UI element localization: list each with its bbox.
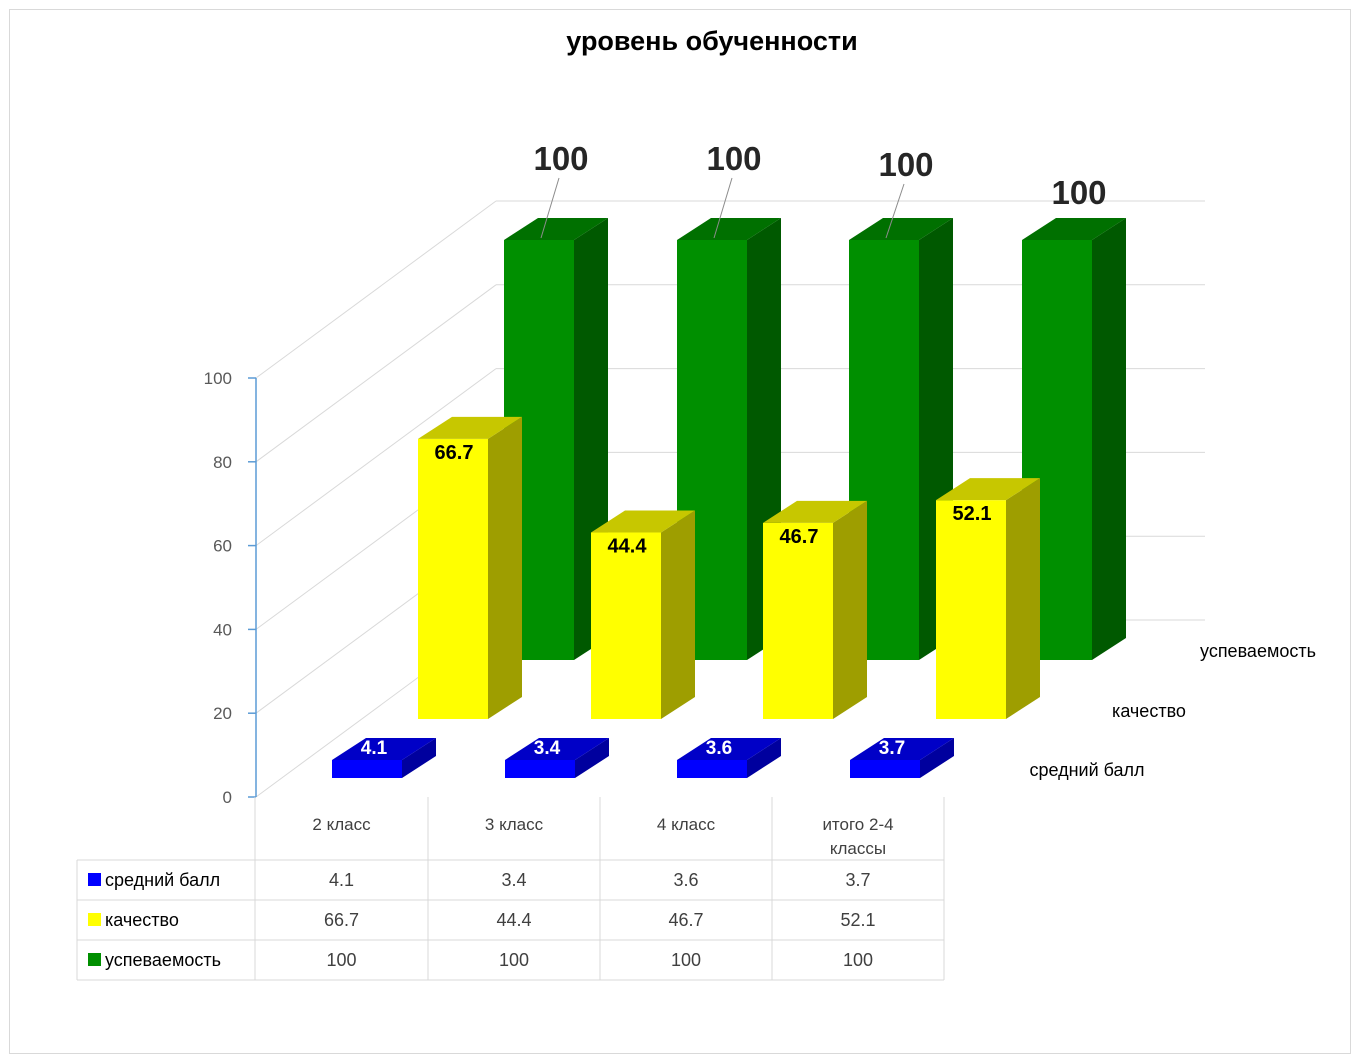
data-label: 100	[878, 146, 933, 183]
bar-top	[677, 218, 781, 240]
bar-front	[936, 500, 1006, 719]
bar: 52.1	[936, 478, 1040, 719]
depth-axis-label: качество	[1112, 701, 1186, 721]
y-tick-label: 20	[213, 704, 232, 723]
bar: 44.4	[591, 510, 695, 719]
y-tick-label: 0	[223, 788, 232, 807]
data-label: 44.4	[608, 536, 648, 558]
bar-top	[1022, 218, 1126, 240]
bar-front	[418, 438, 488, 719]
table-row-label: средний балл	[105, 870, 220, 890]
bar-side	[402, 738, 436, 778]
bar: 46.7	[763, 500, 867, 719]
bar-side	[1092, 218, 1126, 660]
side-gridline	[255, 368, 497, 547]
table-cell: 4.1	[329, 870, 354, 890]
bar-front	[505, 760, 575, 778]
bar-top	[763, 500, 867, 523]
leader-line	[713, 177, 733, 239]
bar-top	[505, 738, 609, 760]
x-category-label: итого 2-4	[822, 815, 893, 834]
table-cell: 100	[326, 950, 356, 970]
data-label: 100	[1051, 174, 1106, 211]
table-cell: 52.1	[840, 910, 875, 930]
y-tick-label: 60	[213, 537, 232, 556]
plot-area: 100 100 100 100 66.7 44.4 46.7 52.1 4.1 3.4 3.6 3.7…	[332, 140, 1316, 780]
data-label: 4.1	[361, 738, 388, 759]
y-tick-label: 80	[213, 453, 232, 472]
bar-side	[1006, 478, 1040, 719]
data-label: 66.7	[435, 442, 474, 464]
bar: 3.7	[850, 738, 954, 778]
data-label: 100	[706, 140, 761, 177]
x-category-label: 3 класс	[485, 815, 544, 834]
table-row-label: успеваемость	[105, 950, 221, 970]
data-label: 52.1	[953, 503, 992, 525]
table-cell: 3.6	[673, 870, 698, 890]
table-cell: 100	[843, 950, 873, 970]
bar-top	[849, 218, 953, 240]
bar: 4.1	[332, 738, 436, 778]
bar: 3.6	[677, 738, 781, 778]
bar-side	[747, 738, 781, 778]
side-gridline	[255, 284, 497, 463]
table-row-label: качество	[105, 910, 179, 930]
legend-key	[88, 913, 101, 926]
bar-side	[575, 738, 609, 778]
bar-top	[850, 738, 954, 760]
bar-top	[418, 416, 522, 439]
y-axis: 0 20 40 60 80 100	[204, 369, 257, 807]
table-cell: 46.7	[668, 910, 703, 930]
bar-top	[677, 738, 781, 760]
depth-axis-label: успеваемость	[1200, 641, 1316, 661]
table-cell: 3.7	[845, 870, 870, 890]
y-tick-label: 40	[213, 620, 232, 639]
legend-key	[88, 873, 101, 886]
x-category-label: 2 класс	[312, 815, 371, 834]
bar-front	[763, 522, 833, 719]
bar-side	[920, 738, 954, 778]
bar-front	[591, 532, 661, 719]
x-category-label: классы	[830, 839, 886, 858]
data-label: 100	[533, 140, 588, 177]
chart-title: уровень обученности	[566, 26, 857, 56]
bar-top	[936, 478, 1040, 501]
bar-side	[661, 510, 695, 719]
legend-key	[88, 953, 101, 966]
leader-line	[885, 183, 905, 239]
table-cell: 100	[671, 950, 701, 970]
table-cell: 3.4	[501, 870, 526, 890]
table-cell: 100	[499, 950, 529, 970]
data-label: 3.7	[879, 738, 905, 759]
bar: 3.4	[505, 738, 609, 778]
data-label: 46.7	[780, 526, 819, 548]
y-tick-label: 100	[204, 369, 232, 388]
bar-top	[591, 510, 695, 533]
bar-front	[677, 760, 747, 778]
table-cell: 44.4	[496, 910, 531, 930]
data-label: 3.6	[706, 738, 732, 759]
bar-side	[833, 500, 867, 719]
data-table: 2 класс 3 класс 4 класс итого 2-4 классы сред…	[76, 797, 945, 981]
bar-front	[332, 760, 402, 778]
depth-axis-label: средний балл	[1029, 760, 1144, 780]
side-gridline	[255, 200, 497, 379]
table-cell: 66.7	[324, 910, 359, 930]
data-label: 3.4	[534, 738, 561, 759]
x-category-label: 4 класс	[657, 815, 716, 834]
bar-front	[850, 760, 920, 778]
bar-top	[504, 218, 608, 240]
bar-top	[332, 738, 436, 760]
bar: 66.7	[418, 416, 522, 719]
bar: 100	[1022, 174, 1126, 660]
leader-line	[540, 177, 560, 239]
bar-side	[488, 416, 522, 719]
